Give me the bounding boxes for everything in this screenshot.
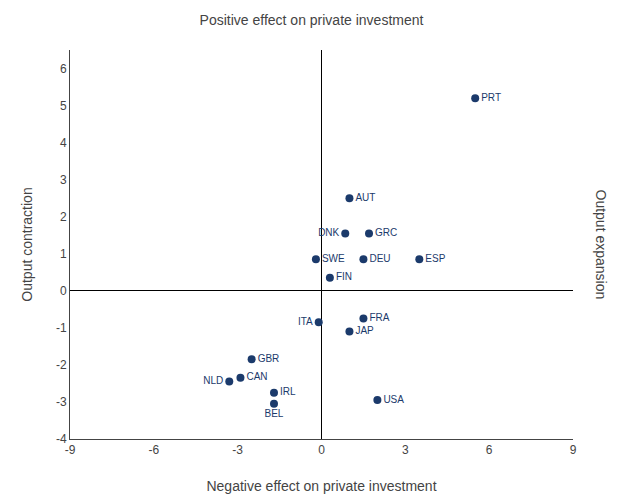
svg-text:6: 6 (486, 443, 493, 457)
svg-text:2: 2 (60, 210, 67, 224)
svg-text:FIN: FIN (336, 271, 352, 282)
svg-text:-6: -6 (148, 443, 159, 457)
svg-text:Output contraction: Output contraction (19, 187, 35, 301)
svg-text:6: 6 (60, 62, 67, 76)
svg-text:AUT: AUT (355, 192, 375, 203)
svg-text:9: 9 (570, 443, 577, 457)
svg-text:1: 1 (60, 247, 67, 261)
svg-text:CAN: CAN (246, 371, 267, 382)
svg-text:ITA: ITA (298, 316, 313, 327)
svg-text:Negative effect on private inv: Negative effect on private investment (206, 478, 436, 494)
svg-text:Positive effect on private inv: Positive effect on private investment (200, 12, 424, 28)
svg-text:SWE: SWE (322, 253, 345, 264)
svg-text:Output expansion: Output expansion (593, 190, 609, 300)
svg-text:-3: -3 (56, 395, 67, 409)
svg-text:IRL: IRL (280, 386, 296, 397)
svg-text:GBR: GBR (258, 353, 280, 364)
svg-text:0: 0 (318, 443, 325, 457)
svg-text:3: 3 (402, 443, 409, 457)
svg-text:3: 3 (60, 173, 67, 187)
svg-text:GRC: GRC (375, 227, 397, 238)
svg-text:FRA: FRA (369, 312, 389, 323)
svg-text:ESP: ESP (425, 253, 445, 264)
svg-text:5: 5 (60, 99, 67, 113)
svg-text:DNK: DNK (318, 227, 339, 238)
svg-text:PRT: PRT (481, 92, 501, 103)
svg-text:BEL: BEL (265, 408, 284, 419)
svg-text:-2: -2 (56, 358, 67, 372)
svg-text:-9: -9 (65, 443, 76, 457)
svg-text:4: 4 (60, 136, 67, 150)
svg-text:JAP: JAP (355, 325, 374, 336)
svg-text:DEU: DEU (369, 253, 390, 264)
svg-text:-3: -3 (232, 443, 243, 457)
svg-text:0: 0 (60, 284, 67, 298)
svg-text:NLD: NLD (203, 375, 223, 386)
svg-text:USA: USA (383, 394, 404, 405)
svg-text:-4: -4 (56, 432, 67, 446)
svg-text:-1: -1 (56, 321, 67, 335)
